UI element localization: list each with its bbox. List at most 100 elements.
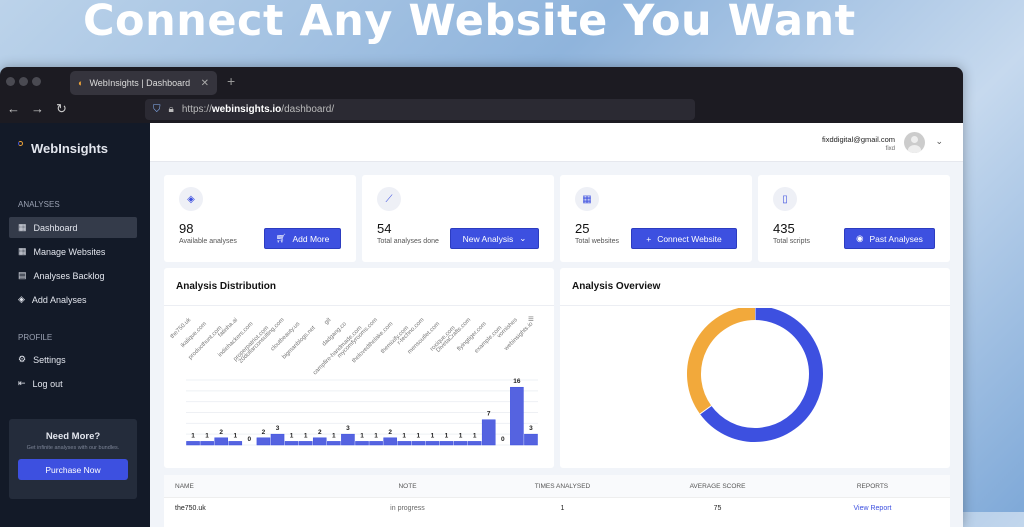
bar (256, 437, 271, 446)
minimize-window-button[interactable] (19, 77, 28, 86)
table-row: the750.uk in progress 1 75 View Report (164, 497, 950, 519)
data-label: 1 (445, 432, 449, 439)
chart-line-icon: ⟋ (377, 187, 401, 211)
data-label: 3 (276, 425, 280, 432)
file-code-icon: ▯ (773, 187, 797, 211)
user-email: fixddigital@gmail.com (821, 135, 895, 144)
stat-value: 435 (773, 221, 795, 236)
data-label: 1 (459, 432, 463, 439)
eye-icon: ◉ (856, 233, 864, 243)
reload-icon[interactable]: ↻ (56, 101, 67, 116)
logo-icon (18, 141, 23, 146)
view-report-link[interactable]: View Report (853, 505, 892, 512)
tab-title: WebInsights | Dashboard (89, 78, 191, 88)
data-label: 2 (318, 429, 322, 436)
button-label: Past Analyses (869, 233, 923, 244)
close-tab-icon[interactable]: ✕ (200, 77, 209, 89)
cell-name: the750.uk (175, 505, 206, 512)
bar (481, 419, 496, 446)
past-analyses-button[interactable]: ◉ Past Analyses (844, 228, 935, 249)
tab-bar: ◐ WebInsights | Dashboard ✕ + (0, 67, 963, 97)
data-label: 1 (431, 432, 435, 439)
bar (312, 437, 327, 446)
close-window-button[interactable] (6, 77, 15, 86)
data-label: 3 (346, 425, 350, 432)
sidebar-item-manage-websites[interactable]: ▦ Manage Websites (9, 241, 137, 262)
connect-website-button[interactable]: + Connect Website (631, 228, 737, 249)
brand-name: WebInsights (31, 141, 109, 156)
sidebar-item-logout[interactable]: ⇤ Log out (9, 373, 137, 394)
section-profile: PROFILE (18, 333, 53, 342)
donut-chart (687, 308, 823, 442)
data-label: 1 (360, 432, 364, 439)
data-label: 1 (233, 432, 237, 439)
cell-times: 1 (560, 505, 565, 512)
slice-separator (699, 405, 712, 415)
chevron-down-icon[interactable]: ⌄ (935, 136, 943, 146)
forward-icon[interactable]: → (31, 101, 44, 116)
avatar[interactable] (904, 132, 925, 153)
bar (510, 386, 524, 446)
button-label: Connect Website (657, 233, 722, 244)
add-more-button[interactable]: 🛒︎ Add More (264, 228, 341, 249)
promo-box: Need More? Get infinite analyses with ou… (9, 419, 137, 499)
promo-text: Get infinite analyses with our bundles. (26, 445, 120, 451)
sidebar-item-label: Dashboard (33, 222, 78, 233)
grid-icon: ▦ (18, 222, 27, 232)
layers-icon: ◈ (18, 294, 25, 304)
data-label: 0 (248, 436, 252, 443)
bar (397, 441, 412, 446)
bar (200, 441, 214, 446)
col-score: AVERAGE SCORE (689, 482, 746, 490)
data-label: 1 (374, 432, 378, 439)
sidebar-item-analyses-backlog[interactable]: ▤ Analyses Backlog (9, 265, 137, 286)
col-note: NOTE (398, 482, 417, 490)
address-bar[interactable]: ⛉ 🔒︎ https://webinsights.io/dashboard/ (145, 99, 695, 120)
sidebar-item-label: Analyses Backlog (33, 270, 105, 281)
browser-window: ◐ WebInsights | Dashboard ✕ + ← → ↻ ⛉ 🔒︎… (0, 67, 963, 527)
data-label: 0 (501, 436, 505, 443)
menu-icon[interactable]: ≡ (528, 314, 534, 325)
new-tab-button[interactable]: + (227, 73, 236, 89)
maximize-window-button[interactable] (32, 77, 41, 86)
section-analyses: ANALYSES (18, 200, 60, 209)
data-label: 1 (205, 432, 209, 439)
col-name: NAME (175, 482, 194, 490)
sidebar-item-label: Log out (32, 378, 63, 389)
url-prefix: https:// (181, 104, 212, 115)
stat-card-analyses: ⟋ 54 Total analyses done New Analysis ⌄ (362, 175, 554, 262)
table-header: NAME NOTE TIMES ANALYSED AVERAGE SCORE R… (164, 475, 950, 497)
url-domain: webinsights.io (211, 104, 282, 115)
data-label: 1 (332, 432, 336, 439)
grid-icon: ▦ (575, 187, 599, 211)
data-label: 16 (513, 378, 521, 385)
bar (298, 441, 313, 446)
browser-tab[interactable]: ◐ WebInsights | Dashboard ✕ (70, 71, 217, 95)
data-label: 1 (473, 432, 477, 439)
bar (439, 441, 454, 446)
donut-slice (699, 308, 823, 442)
chevron-down-icon: ⌄ (519, 233, 527, 243)
data-label: 7 (487, 411, 491, 418)
bar (327, 441, 341, 446)
plus-icon: + (646, 233, 652, 244)
sidebar-item-settings[interactable]: ⚙ Settings (9, 349, 137, 370)
sidebar-item-dashboard[interactable]: ▦ Dashboard (9, 217, 137, 238)
bar (453, 441, 468, 446)
purchase-now-button[interactable]: Purchase Now (18, 459, 128, 480)
sidebar-item-add-analyses[interactable]: ◈ Add Analyses (9, 289, 137, 310)
bar (186, 441, 200, 446)
sidebar-item-label: Manage Websites (33, 246, 106, 257)
data-label: 2 (219, 429, 223, 436)
bar (355, 441, 369, 446)
logout-icon: ⇤ (18, 378, 26, 388)
analysis-distribution-panel: Analysis Distribution 1 1 2 1 0 2 3 1 1 2 1 3 1 1 2 1 1 1… (164, 268, 554, 468)
col-times: TIMES ANALYSED (534, 482, 591, 490)
new-analysis-button[interactable]: New Analysis ⌄ (450, 228, 539, 249)
back-icon[interactable]: ← (7, 101, 20, 116)
brand-logo[interactable]: WebInsights (18, 141, 108, 156)
bar (524, 433, 538, 446)
bar (214, 437, 228, 446)
grid-plus-icon: ▦ (18, 246, 27, 256)
